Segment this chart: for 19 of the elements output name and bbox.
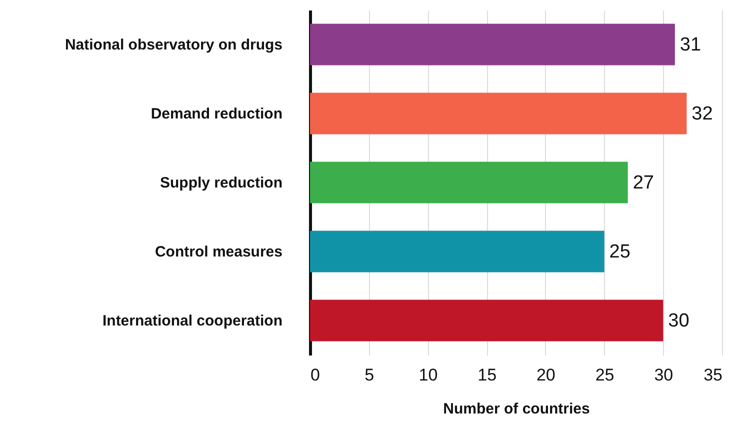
- y-tick-label: National observatory on drugs: [64, 36, 282, 54]
- x-tick-label: 35: [704, 366, 722, 384]
- data-label: 25: [609, 242, 630, 262]
- y-tick-label: Supply reduction: [160, 174, 282, 192]
- x-tick-label: 15: [478, 366, 497, 384]
- x-tick-label: 5: [364, 366, 374, 384]
- x-tick-label: 10: [418, 366, 438, 384]
- x-tick-label: 0: [310, 366, 320, 384]
- x-tick-label: 20: [536, 366, 556, 384]
- data-label: 30: [668, 310, 690, 332]
- data-label: 32: [692, 104, 713, 124]
- y-tick-label: International cooperation: [102, 312, 282, 330]
- data-label: 27: [632, 172, 654, 194]
- x-tick-label: 25: [595, 366, 614, 384]
- y-tick-label: Control measures: [154, 244, 282, 260]
- y-tick-label: Demand reduction: [150, 106, 282, 122]
- x-axis-title: Number of countries: [443, 400, 590, 418]
- data-label: 31: [680, 34, 702, 56]
- x-tick-label: 30: [654, 366, 674, 384]
